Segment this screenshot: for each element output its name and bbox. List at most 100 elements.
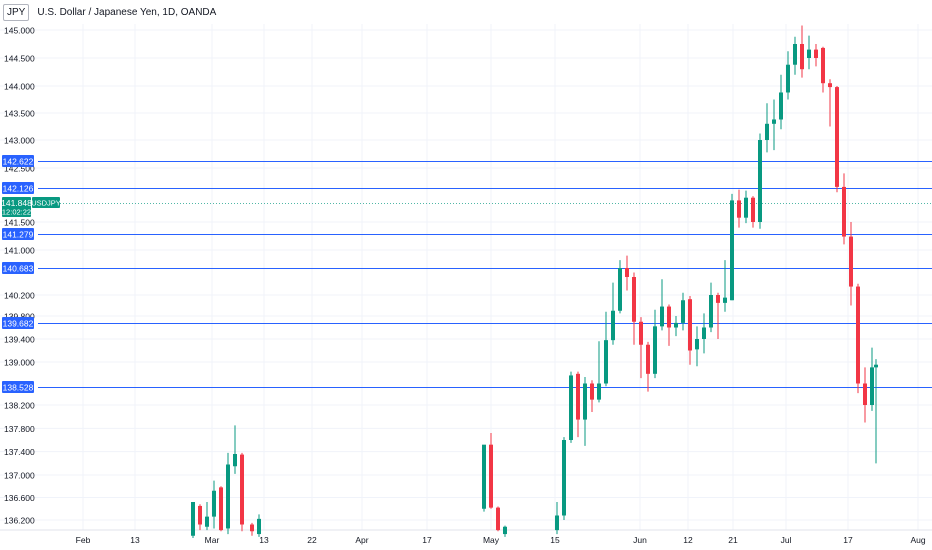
candle-body xyxy=(849,236,853,287)
candle xyxy=(618,260,622,314)
price-label: 139.682 xyxy=(3,318,34,328)
candle xyxy=(737,189,741,228)
candle xyxy=(751,196,755,228)
horizontal-line-labels: 142.622 142.126 141.279 140.683 139.682 138.5… xyxy=(2,155,34,393)
candle xyxy=(674,316,678,337)
candle-body xyxy=(688,299,692,351)
candle-body xyxy=(779,92,783,120)
horizontal-lines xyxy=(38,161,932,388)
symbol-tag-box xyxy=(32,197,60,208)
x-tick-label: 12 xyxy=(683,535,693,545)
candle-body xyxy=(489,444,493,508)
candle xyxy=(646,341,650,392)
y-tick-label: 141.000 xyxy=(4,246,35,256)
candle-body xyxy=(240,454,244,525)
y-tick-label: 139.400 xyxy=(4,335,35,345)
x-tick-label: 21 xyxy=(728,535,738,545)
candle xyxy=(212,480,216,529)
candle-body xyxy=(198,505,202,525)
x-tick-label: 17 xyxy=(422,535,432,545)
candle xyxy=(702,313,706,354)
y-tick-label: 140.200 xyxy=(4,291,35,301)
candle-body xyxy=(870,367,874,405)
candle xyxy=(681,292,685,331)
candle xyxy=(695,326,699,367)
candle xyxy=(744,190,748,224)
y-tick-label: 142.500 xyxy=(4,164,35,174)
candle xyxy=(611,282,615,345)
candle xyxy=(667,304,671,346)
candle-body xyxy=(709,295,713,328)
symbol-box[interactable]: JPY xyxy=(3,3,30,21)
candle xyxy=(772,99,776,151)
candle-body xyxy=(765,123,769,140)
y-tick-label: 137.800 xyxy=(4,424,35,434)
candle-body xyxy=(716,295,720,303)
candle-body xyxy=(503,526,507,535)
price-label: 141.279 xyxy=(3,229,34,239)
candle xyxy=(496,506,500,532)
x-tick-label: Aug xyxy=(910,535,925,545)
x-tick-label: 17 xyxy=(843,535,853,545)
candle-body xyxy=(821,47,825,84)
candle xyxy=(786,51,790,100)
candle-body xyxy=(632,277,636,322)
candle xyxy=(835,86,839,193)
candle-body xyxy=(737,200,741,218)
candle-body xyxy=(702,327,706,339)
candle-body xyxy=(191,502,195,536)
candle-body xyxy=(814,49,818,58)
y-tick-label: 144.500 xyxy=(4,54,35,64)
candle xyxy=(730,193,734,301)
y-tick-label: 137.000 xyxy=(4,471,35,481)
x-tick-label: 13 xyxy=(130,535,140,545)
candle xyxy=(569,371,573,443)
candle-body xyxy=(212,490,216,517)
candle-body xyxy=(250,524,254,532)
candle-body xyxy=(681,300,685,323)
price-label-box xyxy=(2,317,34,329)
x-tick-label: May xyxy=(483,535,500,545)
candle xyxy=(653,309,657,379)
chart-title: U.S. Dollar / Japanese Yen, 1D, OANDA xyxy=(37,6,217,18)
candle-body xyxy=(807,49,811,58)
candle-body xyxy=(772,119,776,124)
candle-body xyxy=(219,487,223,531)
last-price-countdown: 12:02:22 xyxy=(2,208,31,217)
candle xyxy=(639,317,643,379)
candle xyxy=(482,444,486,512)
candle-body xyxy=(590,383,594,400)
candle-body xyxy=(793,44,797,65)
candle-body xyxy=(562,440,566,516)
price-label-box xyxy=(2,155,34,167)
candle xyxy=(576,371,580,438)
candle xyxy=(874,359,878,464)
candle xyxy=(849,222,853,306)
x-tick-label: Jul xyxy=(781,535,792,545)
candle xyxy=(604,311,608,387)
candle-body xyxy=(674,322,678,328)
y-tick-label: 143.000 xyxy=(4,136,35,146)
y-axis: 145.000 144.500 144.000 143.500 143.000 142.5… xyxy=(4,26,35,526)
candle xyxy=(709,282,713,333)
x-tick-label: Feb xyxy=(76,535,91,545)
candle xyxy=(779,74,783,130)
candle-body xyxy=(569,375,573,440)
x-tick-label: 15 xyxy=(550,535,560,545)
candle-body xyxy=(786,64,790,93)
candle xyxy=(240,452,244,532)
price-label-box xyxy=(2,262,34,274)
price-label: 138.528 xyxy=(3,382,34,392)
y-tick-label: 137.400 xyxy=(4,447,35,457)
candles xyxy=(191,25,878,538)
candle-body xyxy=(723,297,727,303)
candle-body xyxy=(660,306,664,327)
candle-body xyxy=(496,507,500,531)
candle-body xyxy=(842,186,846,237)
x-axis: Feb 13 Mar 13 22 Apr 17 May 15 Jun 12 21 Jul 17 Aug xyxy=(0,529,932,545)
candle xyxy=(198,504,202,531)
candle-body xyxy=(639,321,643,345)
candle-body xyxy=(576,373,580,420)
